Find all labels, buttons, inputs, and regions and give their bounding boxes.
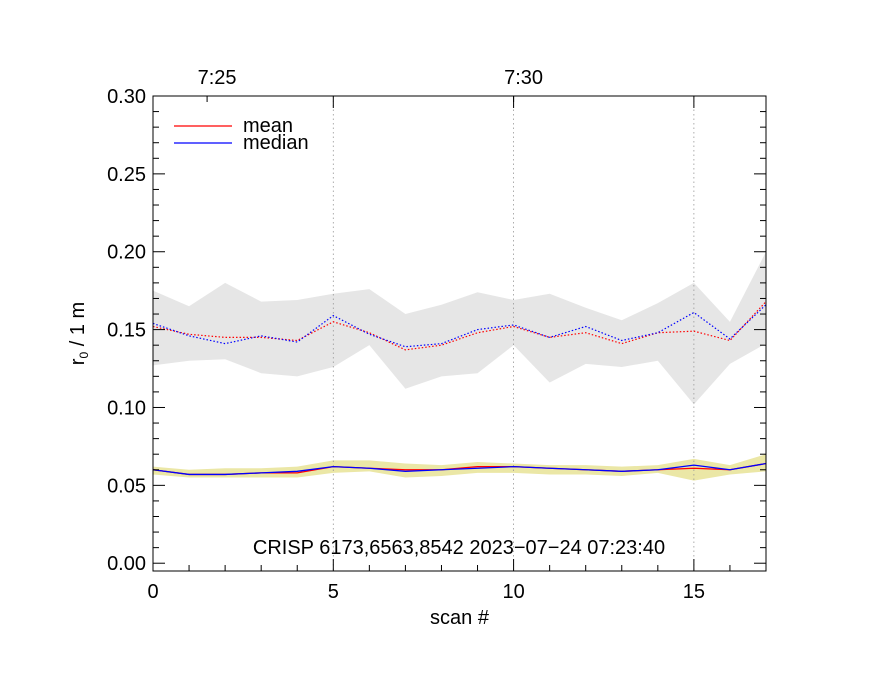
y-tick-label: 0.30 — [107, 86, 146, 108]
band-upper-spread — [153, 251, 766, 405]
plot-frame — [152, 95, 767, 572]
y-axis-label-subscript: 0 — [77, 352, 91, 359]
x-tick-label: 15 — [683, 581, 705, 603]
legend-median-label: median — [243, 132, 309, 154]
series-lower-median — [152, 462, 767, 476]
y-axis-label-rest: / 1 m — [67, 302, 89, 352]
top-axis-time-label: 7:25 — [198, 67, 237, 89]
observation-annotation: CRISP 6173,6563,8542 2023−07−24 07:23:40 — [253, 537, 665, 559]
data-series — [152, 301, 767, 476]
legend: mean median — [174, 115, 309, 154]
y-tick-label: 0.10 — [107, 397, 146, 419]
y-axis-label-main: r — [67, 358, 89, 365]
tick-labels: 0 5 10 15 7:25 7:30 0.00 0.05 0.10 0.15 0.20 0.25 0.… — [107, 67, 705, 603]
y-tick-label: 0.20 — [107, 242, 146, 264]
band-lower-spread — [153, 454, 766, 481]
legend-mean-label: mean — [243, 115, 293, 137]
y-tick-label: 0.15 — [107, 320, 146, 342]
top-axis-time-label: 7:30 — [504, 67, 543, 89]
y-tick-label: 0.05 — [107, 475, 146, 497]
x-tick-label: 10 — [502, 581, 524, 603]
series-upper-median — [152, 304, 767, 348]
series-upper-mean — [152, 301, 767, 351]
x-tick-label: 5 — [328, 581, 339, 603]
y-tick-label: 0.00 — [107, 553, 146, 575]
y-axis-label: r0 / 1 m — [67, 302, 91, 365]
spread-bands — [153, 251, 766, 481]
axis-ticks — [152, 95, 767, 571]
x-axis-label: scan # — [430, 607, 490, 629]
x-tick-label: 0 — [147, 581, 158, 603]
y-tick-label: 0.25 — [107, 164, 146, 186]
